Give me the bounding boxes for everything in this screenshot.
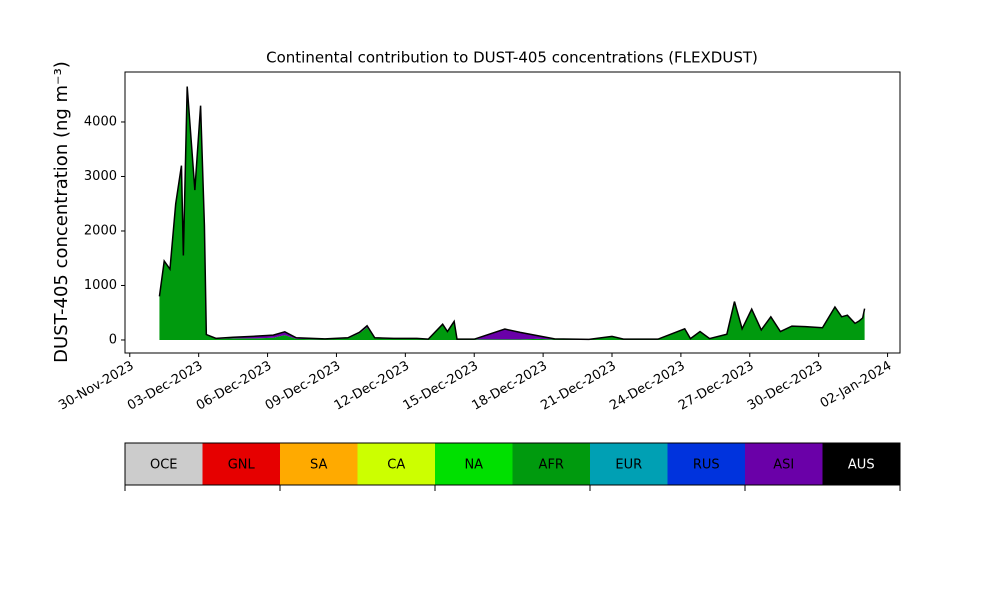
legend-label: NA	[464, 458, 483, 473]
area	[159, 86, 865, 340]
area	[159, 86, 865, 340]
x-tick-label: 18-Dec-2023	[469, 359, 549, 414]
legend-swatch	[512, 443, 590, 485]
x-tick-label: 21-Dec-2023	[538, 359, 618, 414]
legend-ticks	[124, 485, 901, 491]
y-tick-label: 0	[109, 332, 117, 347]
legend-label: RUS	[693, 458, 720, 473]
x-tick-label: 09-Dec-2023	[263, 359, 343, 414]
legend-swatch	[280, 443, 358, 485]
total-outline	[158, 86, 866, 341]
plot-frame	[124, 71, 901, 354]
legend-swatch	[822, 443, 900, 485]
x-tick-label: 12-Dec-2023	[332, 359, 412, 414]
legend-label: AFR	[539, 458, 564, 473]
x-tick-label: 30-Nov-2023	[56, 359, 136, 414]
legend-swatch	[435, 443, 513, 485]
x-tick-label: 27-Dec-2023	[676, 359, 756, 414]
y-axis-label: DUST-405 concentration (ng m⁻³)	[51, 61, 72, 363]
y-tick-label: 3000	[84, 169, 117, 184]
legend-label: ASI	[773, 458, 794, 473]
x-tick-label: 06-Dec-2023	[194, 359, 274, 414]
y-tick-label: 2000	[84, 223, 117, 238]
legend-frame	[124, 442, 901, 486]
legend-label: SA	[310, 458, 327, 473]
x-tick-label: 15-Dec-2023	[401, 359, 481, 414]
legend-label: AUS	[848, 458, 875, 473]
legend-label: CA	[387, 458, 405, 473]
x-tick-label: 03-Dec-2023	[125, 359, 205, 414]
x-tick-label: 30-Dec-2023	[745, 359, 825, 414]
chart-title: Continental contribution to DUST-405 con…	[266, 49, 758, 67]
legend-label: OCE	[150, 458, 178, 473]
y-tick-label: 1000	[84, 278, 117, 293]
legend-swatch	[202, 443, 280, 485]
legend-swatch	[667, 443, 745, 485]
y-tick-label: 4000	[84, 114, 117, 129]
legend-swatch	[590, 443, 668, 485]
x-tick-label: 24-Dec-2023	[607, 359, 687, 414]
legend-swatch	[357, 443, 435, 485]
legend-label: GNL	[228, 458, 256, 473]
x-tick-label: 02-Jan-2024	[818, 359, 895, 412]
legend-swatch	[125, 443, 203, 485]
legend-label: EUR	[615, 458, 642, 473]
legend-swatch	[745, 443, 823, 485]
